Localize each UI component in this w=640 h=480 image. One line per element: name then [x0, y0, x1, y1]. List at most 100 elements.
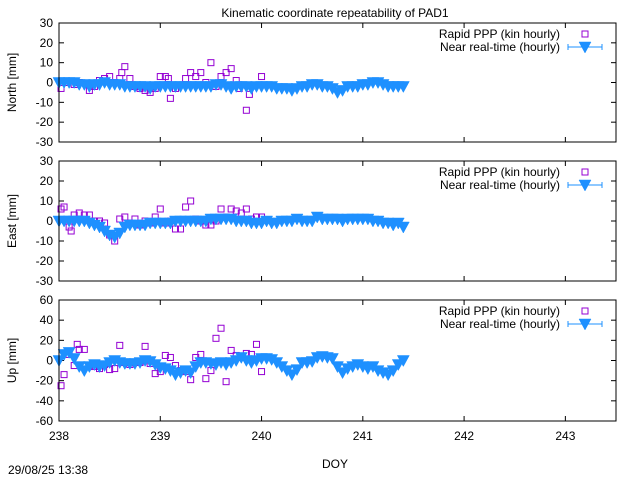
nrt-point: [290, 364, 304, 377]
y-axis-label: East [mm]: [5, 194, 19, 248]
ppp-point: [75, 345, 83, 353]
legend-swatch-nrt: [578, 41, 592, 54]
y-axis-label: Up [mm]: [5, 338, 19, 383]
ppp-point: [57, 382, 65, 390]
y-tick-label: -20: [36, 115, 54, 129]
ppp-point: [60, 371, 68, 379]
ppp-point: [252, 340, 260, 348]
legend-swatch-ppp: [581, 168, 589, 176]
y-tick-label: 60: [40, 293, 54, 307]
nrt-point: [184, 367, 198, 380]
y-tick-label: 40: [40, 313, 54, 327]
ppp-point: [156, 73, 164, 81]
nrt-point: [396, 355, 410, 368]
ppp-point: [197, 69, 205, 77]
y-tick-label: 0: [46, 76, 53, 90]
ppp-point: [202, 375, 210, 383]
ppp-point: [207, 59, 215, 67]
x-tick-label: 240: [252, 429, 272, 443]
ppp-point: [212, 334, 220, 342]
plot-frame: [58, 299, 617, 422]
ppp-point: [187, 197, 195, 205]
y-tick-label: -40: [36, 394, 54, 408]
legend-label-ppp: Rapid PPP (kin hourly): [439, 165, 560, 179]
y-tick-label: 30: [40, 16, 54, 30]
nrt-point: [67, 353, 81, 366]
y-tick-label: 30: [40, 154, 54, 168]
y-tick-label: 0: [46, 214, 53, 228]
y-tick-label: -10: [36, 95, 54, 109]
ppp-point: [182, 203, 190, 211]
y-tick-label: 20: [40, 36, 54, 50]
chart-title: Kinematic coordinate repeatability of PA…: [221, 6, 449, 20]
legend-label-ppp: Rapid PPP (kin hourly): [439, 27, 560, 41]
legend-swatch-nrt: [578, 318, 592, 331]
plot-frame: [58, 160, 617, 282]
series-near-real-time: [52, 347, 410, 382]
ppp-point: [166, 94, 174, 102]
east-panel: -30 -20 -10 0 10 20 30 East [mm] Rapid PPP (kin …: [5, 154, 617, 288]
nrt-point: [396, 221, 410, 234]
y-tick-label: 20: [40, 333, 54, 347]
y-tick-label: 10: [40, 194, 54, 208]
ppp-point: [258, 73, 266, 81]
nrt-point: [326, 353, 339, 366]
legend-label-nrt: Near real-time (hourly): [440, 317, 560, 331]
nrt-point: [386, 365, 400, 378]
x-tick-label: 241: [353, 429, 373, 443]
x-axis-label: DOY: [322, 457, 348, 471]
ppp-point: [118, 69, 126, 77]
x-tick-label: 242: [454, 429, 474, 443]
legend-label-ppp: Rapid PPP (kin hourly): [439, 304, 560, 318]
ppp-point: [116, 341, 124, 349]
ppp-point: [187, 69, 195, 77]
ppp-point: [192, 73, 200, 81]
north-panel: -30 -20 -10 0 10 20 30 North [mm] Rapid PPP (kin…: [5, 16, 617, 149]
up-panel: -60 -40 -20 0 20 40 60 238 239 240 241 242 243 Up [mm…: [5, 293, 617, 443]
y-tick-label: -20: [36, 374, 54, 388]
timestamp: 29/08/25 13:38: [8, 463, 88, 477]
ppp-point: [67, 227, 75, 235]
ppp-point: [227, 346, 235, 354]
legend-label-nrt: Near real-time (hourly): [440, 40, 560, 54]
ppp-point: [141, 342, 149, 350]
ppp-point: [126, 75, 134, 83]
y-tick-label: 10: [40, 56, 54, 70]
legend-swatch-nrt: [578, 179, 592, 192]
nrt-point: [113, 227, 127, 240]
ppp-point: [73, 340, 81, 348]
ppp-point: [227, 65, 235, 73]
ppp-point: [245, 90, 253, 98]
legend-label-nrt: Near real-time (hourly): [440, 178, 560, 192]
ppp-point: [121, 63, 129, 71]
ppp-point: [217, 205, 225, 213]
ppp-point: [258, 368, 266, 376]
y-tick-label: -30: [36, 274, 54, 288]
ppp-point: [182, 75, 190, 83]
ppp-point: [227, 205, 235, 213]
y-tick-label: -20: [36, 254, 54, 268]
ppp-point: [156, 205, 164, 213]
plot-frame: [58, 22, 617, 143]
y-tick-label: 20: [40, 174, 54, 188]
legend-swatch-ppp: [581, 30, 589, 38]
ppp-point: [242, 205, 250, 213]
x-tick-label: 239: [150, 429, 170, 443]
ppp-point: [161, 351, 169, 359]
ppp-point: [80, 345, 88, 353]
ppp-point: [60, 203, 68, 211]
nrt-point: [285, 369, 299, 382]
series-near-real-time: [52, 77, 410, 99]
ppp-point: [242, 106, 250, 114]
y-tick-label: -30: [36, 135, 54, 149]
ppp-point: [217, 324, 225, 332]
x-tick-label: 243: [555, 429, 575, 443]
y-tick-label: -10: [36, 234, 54, 248]
y-tick-label: -60: [36, 414, 54, 428]
nrt-point: [62, 347, 76, 359]
x-tick-label: 238: [49, 429, 69, 443]
ppp-point: [222, 69, 230, 77]
legend-swatch-ppp: [581, 307, 589, 315]
ppp-point: [222, 378, 230, 386]
